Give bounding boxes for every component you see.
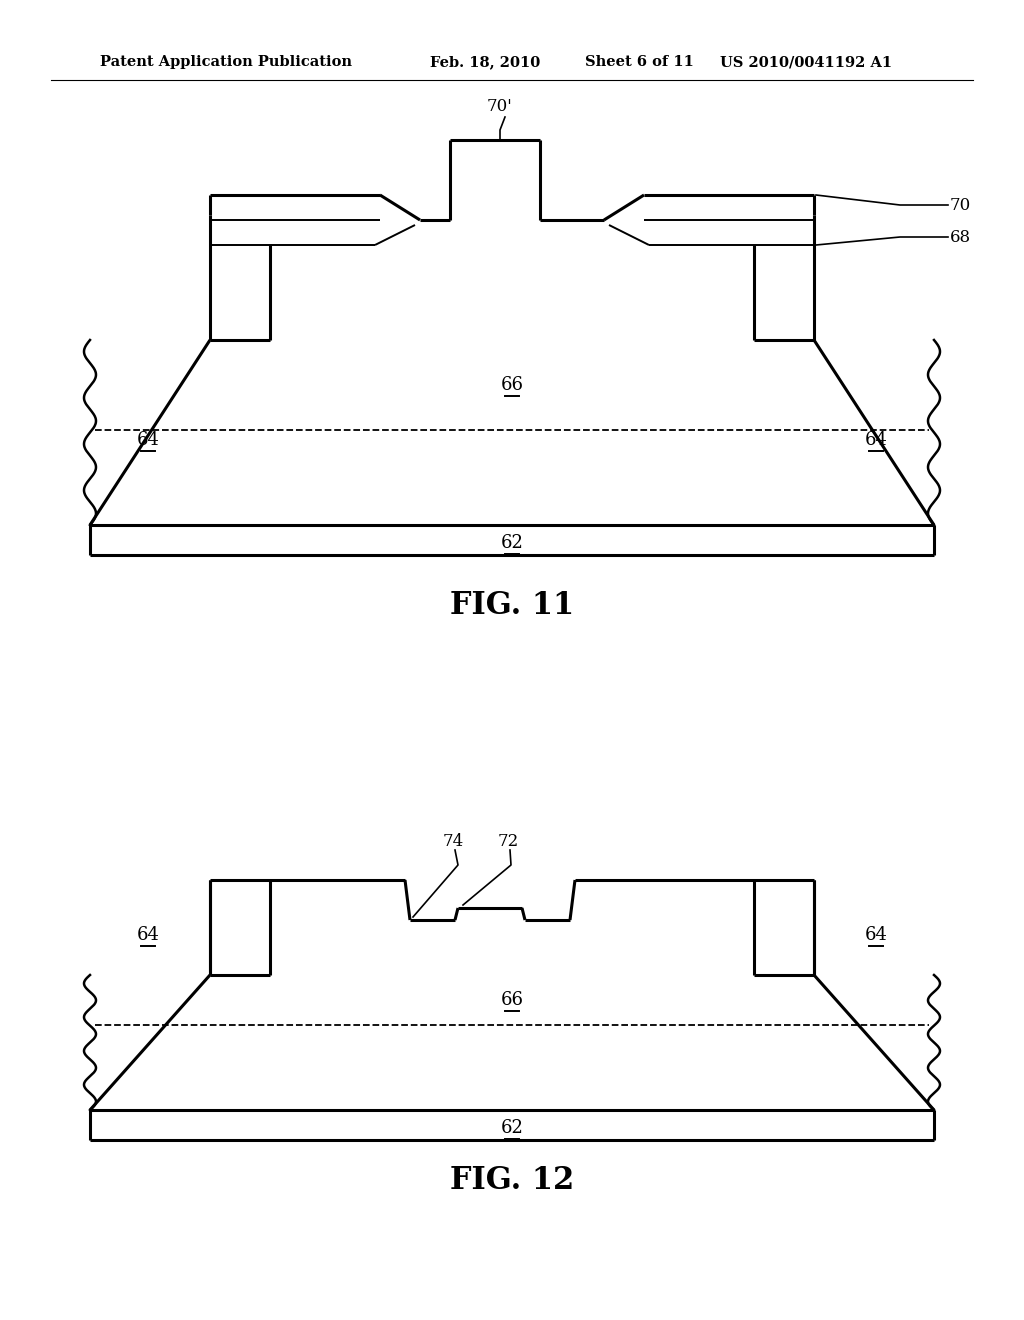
Text: 70: 70 xyxy=(950,197,971,214)
Text: FIG. 11: FIG. 11 xyxy=(450,590,574,620)
Text: 66: 66 xyxy=(501,991,523,1008)
Text: 66: 66 xyxy=(501,376,523,393)
Text: Patent Application Publication: Patent Application Publication xyxy=(100,55,352,69)
Text: 64: 64 xyxy=(136,927,160,944)
Text: US 2010/0041192 A1: US 2010/0041192 A1 xyxy=(720,55,892,69)
Text: 64: 64 xyxy=(864,432,888,449)
Text: 70': 70' xyxy=(487,98,513,115)
Text: 62: 62 xyxy=(501,535,523,552)
Text: 74: 74 xyxy=(442,833,464,850)
Text: Sheet 6 of 11: Sheet 6 of 11 xyxy=(585,55,694,69)
Text: Feb. 18, 2010: Feb. 18, 2010 xyxy=(430,55,541,69)
Text: 68: 68 xyxy=(950,228,971,246)
Text: 64: 64 xyxy=(136,432,160,449)
Text: 72: 72 xyxy=(498,833,518,850)
Text: 64: 64 xyxy=(864,927,888,944)
Text: FIG. 12: FIG. 12 xyxy=(450,1166,574,1196)
Text: 62: 62 xyxy=(501,1119,523,1137)
